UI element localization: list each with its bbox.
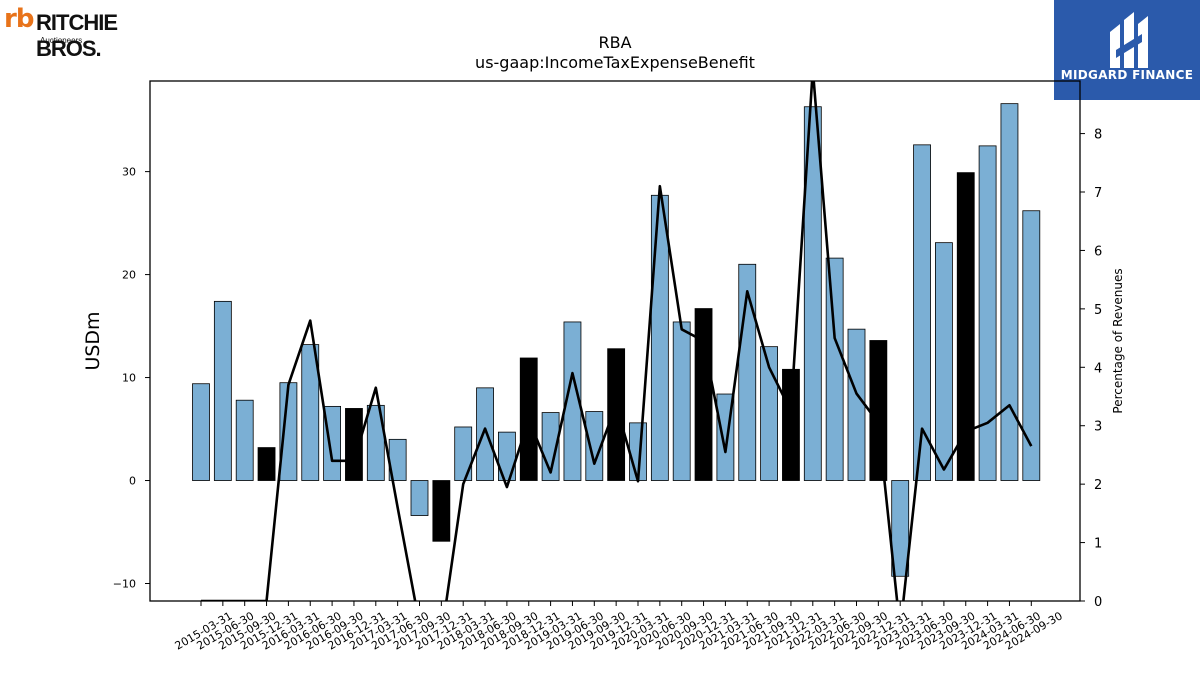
bar xyxy=(956,172,975,481)
bar xyxy=(978,145,997,481)
x-axis: 2015-03-312015-06-302015-09-302015-12-31… xyxy=(173,601,1065,653)
bar xyxy=(366,404,385,481)
bar xyxy=(257,447,276,481)
bar xyxy=(301,344,320,481)
y2-tick-label: 3 xyxy=(1094,420,1102,435)
line-group xyxy=(201,81,1033,601)
bar xyxy=(935,242,953,481)
ritchie-bros-logo-name: RITCHIE BROS. xyxy=(36,10,118,61)
y2-tick-label: 7 xyxy=(1094,186,1102,201)
midgard-finance-logo-name: MIDGARD FINANCE xyxy=(1060,68,1194,82)
bar xyxy=(913,144,931,481)
y-tick-label: 10 xyxy=(122,372,136,385)
bar xyxy=(410,480,429,516)
bar xyxy=(782,368,800,481)
y2-tick-label: 4 xyxy=(1094,361,1102,376)
bar xyxy=(345,408,363,481)
y2-tick-label: 1 xyxy=(1094,537,1102,552)
y2-tick-label: 8 xyxy=(1094,128,1102,143)
y2-tick-label: 6 xyxy=(1094,244,1102,259)
ritchie-bros-logo: rb RITCHIE BROS. Auctioneers xyxy=(4,4,174,61)
bar xyxy=(585,411,604,481)
bar xyxy=(891,480,910,577)
bar xyxy=(760,346,778,481)
bar xyxy=(235,399,254,481)
y-tick-label: 30 xyxy=(122,166,136,179)
chart-subtitle: us-gaap:IncomeTaxExpenseBenefit xyxy=(475,53,755,72)
y-tick-label: 20 xyxy=(122,269,136,282)
y-tick-label: −10 xyxy=(113,577,136,590)
bar xyxy=(1000,103,1019,481)
rb-logo-mark-icon: rb xyxy=(4,4,34,34)
bar xyxy=(650,194,669,481)
y2-tick-label: 5 xyxy=(1094,303,1102,318)
bar xyxy=(432,480,451,542)
midgard-finance-logo: MIDGARD FINANCE xyxy=(1054,0,1200,100)
y-axis-right: 0 1 2 3 4 5 6 7 8 xyxy=(1080,128,1102,610)
bar xyxy=(869,340,888,481)
y2-tick-label: 0 xyxy=(1094,595,1102,610)
bar xyxy=(192,383,210,481)
chart-title: RBA xyxy=(598,33,631,52)
bar xyxy=(497,431,516,481)
bar xyxy=(672,321,691,481)
midgard-emblem-icon xyxy=(1110,12,1148,68)
bar xyxy=(563,321,582,481)
y2-axis-label: Percentage of Revenues xyxy=(1111,268,1125,413)
bar xyxy=(825,257,844,481)
bar xyxy=(694,308,713,481)
bar xyxy=(607,348,626,481)
plot-border xyxy=(149,80,1081,602)
plot-frame xyxy=(149,80,1081,602)
bar xyxy=(213,300,232,481)
y-axis-label: USDm xyxy=(82,311,104,370)
bar xyxy=(476,387,494,481)
bar xyxy=(1022,210,1041,481)
y-axis-left: −10 0 10 20 30 xyxy=(113,166,150,590)
series-line xyxy=(201,81,1033,601)
y2-tick-label: 2 xyxy=(1094,478,1102,493)
ritchie-bros-logo-sub: Auctioneers xyxy=(40,36,83,45)
y-tick-label: 0 xyxy=(129,475,136,488)
bar xyxy=(803,106,822,481)
bar xyxy=(847,328,866,481)
bar xyxy=(454,426,473,481)
bar-group xyxy=(192,103,1041,577)
